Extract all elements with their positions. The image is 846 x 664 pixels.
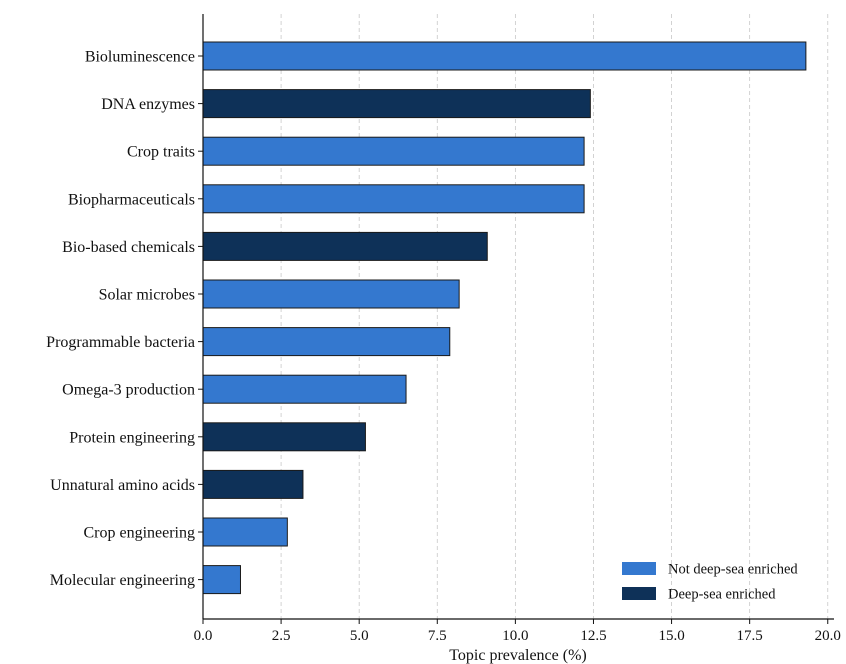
category-labels: Bioluminescence DNA enzymes Crop traits Bio… — [46, 49, 203, 589]
x-tick-label: 12.5 — [580, 628, 606, 644]
bars — [202, 41, 807, 595]
category-label: Crop engineering — [83, 525, 195, 542]
category-label: Solar microbes — [99, 287, 195, 304]
axes — [202, 14, 834, 620]
x-tick-label: 0.0 — [194, 628, 213, 644]
category-label: Bioluminescence — [85, 49, 195, 66]
bar — [202, 517, 288, 547]
x-tick-label: 7.5 — [428, 628, 447, 644]
bar — [202, 374, 407, 404]
bar — [202, 89, 591, 119]
bar — [202, 327, 451, 357]
category-label: Unnatural amino acids — [50, 477, 195, 494]
category-label: Biopharmaceuticals — [68, 191, 195, 208]
legend-swatch — [622, 562, 656, 575]
bar — [202, 279, 460, 309]
x-tick-label: 2.5 — [272, 628, 291, 644]
bar — [202, 231, 488, 261]
bar — [202, 422, 366, 452]
x-axis-title: Topic prevalence (%) — [449, 647, 586, 664]
category-label: Protein engineering — [69, 429, 195, 446]
x-tick-label: 20.0 — [815, 628, 841, 644]
bar — [202, 136, 585, 166]
bar — [202, 565, 241, 595]
category-label: Bio-based chemicals — [62, 239, 195, 256]
category-label: Crop traits — [127, 144, 195, 161]
category-label: DNA enzymes — [101, 96, 195, 113]
x-tick-label: 17.5 — [737, 628, 763, 644]
legend-label: Deep-sea enriched — [668, 587, 776, 603]
legend-swatch — [622, 587, 656, 600]
legend-label: Not deep-sea enriched — [668, 562, 798, 578]
x-tick-label: 10.0 — [502, 628, 528, 644]
x-tick-label: 5.0 — [350, 628, 369, 644]
bar — [202, 184, 585, 214]
x-tick-label: 15.0 — [658, 628, 684, 644]
bar — [202, 41, 807, 71]
legend: Not deep-sea enriched Deep-sea enriched — [622, 562, 798, 603]
category-label: Omega-3 production — [62, 382, 195, 399]
category-label: Molecular engineering — [50, 572, 195, 589]
x-ticks: 0.0 2.5 5.0 7.5 10.0 12.5 15.0 17.5 20.0 — [194, 619, 841, 644]
category-label: Programmable bacteria — [46, 334, 195, 351]
bar — [202, 469, 304, 499]
